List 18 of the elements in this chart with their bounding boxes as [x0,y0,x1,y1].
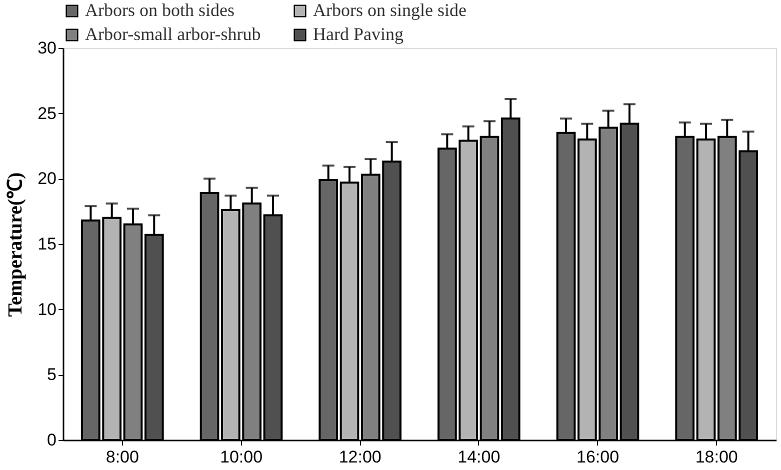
y-tick-label: 15 [38,234,56,254]
y-axis-title: Temperature(℃) [4,172,27,317]
x-tick-label: 12:00 [338,448,382,466]
legend-label: Arbors on single side [313,0,466,20]
x-tick-label: 14:00 [458,448,500,466]
x-tick-label: 18:00 [695,448,738,466]
y-tick-label: 10 [38,300,56,319]
legend-label: Hard Paving [313,24,404,44]
x-tick-label: 8:00 [106,448,139,466]
legend-label: Arbor-small arbor-shrub [85,24,261,44]
x-tick-label: 16:00 [576,448,620,466]
y-tick-label: 20 [38,169,56,188]
y-tick-label: 5 [47,365,56,384]
y-tick-label: 30 [38,38,56,58]
y-tick-label: 0 [47,430,56,450]
x-tick-label: 10:00 [220,448,263,466]
legend-label: Arbors on both sides [85,0,234,20]
y-tick-label: 25 [38,104,56,123]
